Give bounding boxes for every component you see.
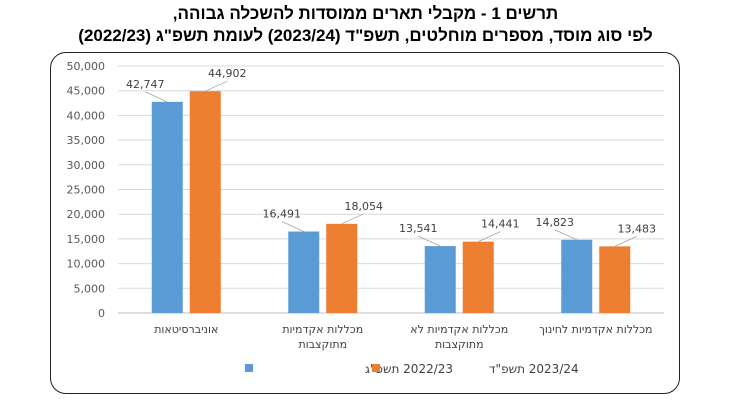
data-label-leader <box>614 236 637 247</box>
data-label: 44,902 <box>208 67 247 80</box>
y-axis-ticks: 0 5,000 10,000 15,000 20,000 25,000 30,000 35,0… <box>67 60 106 320</box>
y-tick-label: 25,000 <box>67 184 106 197</box>
y-tick-label: 10,000 <box>67 258 106 271</box>
category-label: מתוקצבות <box>298 338 347 351</box>
bar-series-2-cat-3 <box>462 241 494 313</box>
legend: 2022/23 תשפ"ג 2023/24 תשפ"ד <box>245 362 579 376</box>
data-label-leader <box>281 221 304 232</box>
category-label: אוניברסיטאות <box>154 323 218 336</box>
data-label: 14,823 <box>536 216 575 229</box>
category-label: מכללות אקדמיות <box>282 323 363 336</box>
data-label-leader <box>205 80 228 92</box>
category-label: מכללות אקדמיות לא <box>410 323 508 336</box>
y-tick-label: 0 <box>98 307 105 320</box>
bars <box>151 91 631 314</box>
category-label: מכללות אקדמיות לחינוך <box>539 323 653 336</box>
data-label-leader <box>554 229 577 241</box>
y-tick-label: 35,000 <box>67 134 106 147</box>
y-tick-label: 15,000 <box>67 233 106 246</box>
y-tick-label: 45,000 <box>67 85 106 98</box>
legend-label: 2023/24 תשפ"ד <box>489 362 579 376</box>
y-tick-label: 50,000 <box>67 60 106 73</box>
data-labels: 42,747 44,902 16,491 18,054 13,541 14,441 14,8… <box>126 67 657 247</box>
legend-swatch <box>245 364 253 372</box>
data-label: 14,441 <box>481 218 520 231</box>
data-label-leader <box>145 91 168 103</box>
y-tick-label: 30,000 <box>67 159 106 172</box>
data-label: 42,747 <box>126 78 165 91</box>
data-label: 16,491 <box>263 208 302 221</box>
data-label-leader <box>418 235 441 247</box>
bar-series-1-cat-4 <box>561 239 593 313</box>
category-label: מתוקצבות <box>435 338 484 351</box>
legend-label: 2022/23 תשפ"ג <box>365 362 453 376</box>
data-label-leader <box>478 231 501 243</box>
category-labels: אוניברסיטאות מכללות אקדמיות מתוקצבות מכללות… <box>154 323 652 351</box>
y-tick-label: 5,000 <box>74 282 106 295</box>
chart-title-line-2: לפי סוג מוסד, מספרים מוחלטים, תשפ"ד (202… <box>78 26 653 45</box>
bar-series-1-cat-3 <box>424 246 456 313</box>
bar-series-2-cat-4 <box>599 246 631 313</box>
bar-series-2-cat-2 <box>326 223 358 313</box>
data-label: 13,483 <box>618 222 657 235</box>
data-label: 13,541 <box>399 222 438 235</box>
chart-title-line-1: תרשים 1 - מקבלי תארים ממוסדות להשכלה גבו… <box>172 4 559 23</box>
data-label-leader <box>341 213 364 225</box>
bar-series-1-cat-2 <box>288 231 320 313</box>
bar-series-1-cat-1 <box>151 101 183 313</box>
bar-series-2-cat-1 <box>189 91 221 314</box>
data-label: 18,054 <box>345 200 384 213</box>
legend-swatch <box>372 364 380 372</box>
y-tick-label: 40,000 <box>67 109 106 122</box>
y-tick-label: 20,000 <box>67 208 106 221</box>
